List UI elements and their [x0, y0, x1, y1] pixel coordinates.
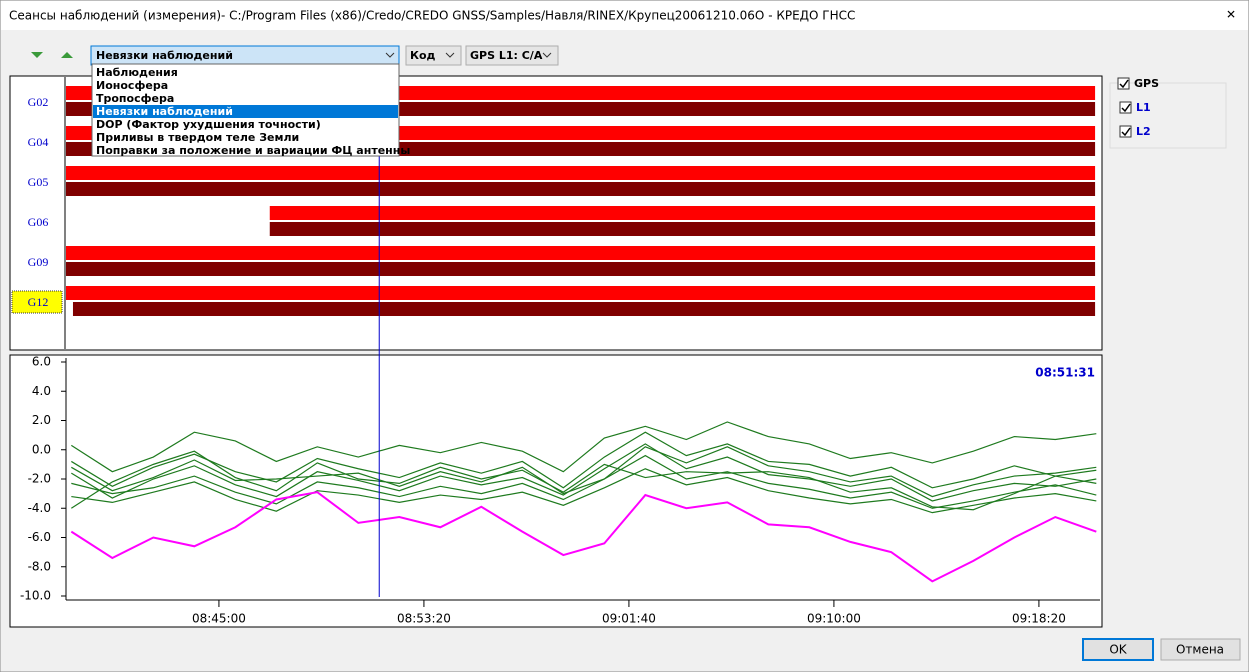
- dropdown-option[interactable]: Невязки наблюдений: [96, 105, 233, 118]
- y-tick-label: -4.0: [28, 501, 51, 515]
- series-line: [71, 454, 1097, 509]
- option-highlight: [93, 105, 398, 118]
- x-tick-label: 08:45:00: [192, 612, 246, 626]
- signal-bar: [269, 222, 1096, 236]
- dropdown-option[interactable]: DOP (Фактор ухудшения точности): [96, 118, 321, 131]
- satellite-label: G06: [28, 215, 49, 229]
- signal-bar: [66, 246, 1096, 260]
- series-line: [71, 446, 1097, 498]
- legend-group: [1109, 82, 1227, 149]
- combo-arrow: [542, 52, 552, 58]
- signal-bar: [72, 302, 1096, 316]
- cursor-time: 08:51:31: [1035, 366, 1095, 380]
- satellite-label: G02: [28, 95, 49, 109]
- satellite-label: G04: [28, 135, 49, 149]
- signal-bar: [66, 262, 1096, 276]
- combo-arrow: [385, 52, 395, 58]
- cancel-label: Отмена: [1176, 643, 1224, 657]
- combo-arrow: [445, 52, 455, 58]
- x-tick-label: 09:18:20: [1012, 612, 1066, 626]
- close-button[interactable]: ✕: [1226, 8, 1236, 22]
- series-line: [71, 421, 1097, 473]
- dropdown-option[interactable]: Наблюдения: [96, 66, 178, 79]
- y-tick-label: -8.0: [28, 559, 51, 573]
- ok-label: OK: [1109, 643, 1127, 657]
- legend-group-label: GPS: [1134, 77, 1159, 90]
- x-tick-label: 09:10:00: [807, 612, 861, 626]
- y-tick-label: 4.0: [32, 384, 51, 398]
- signal-bar: [66, 182, 1096, 196]
- signal-combo[interactable]: [465, 45, 559, 66]
- legend-item: L2: [1136, 125, 1151, 138]
- signal-bar: [66, 166, 1096, 180]
- checkbox: [1119, 125, 1132, 138]
- satellite-highlight: [11, 290, 63, 314]
- check-mark: [1119, 79, 1129, 89]
- y-tick-label: 0.0: [32, 442, 51, 456]
- satellite-label: G05: [28, 175, 49, 189]
- mode-combo-value: Невязки наблюдений: [96, 49, 233, 62]
- window-title: Сеансы наблюдений (измерения)- C:/Progra…: [9, 9, 855, 23]
- move-up-button[interactable]: [61, 52, 73, 58]
- code-combo-value: Код: [410, 49, 436, 62]
- legend-item: L1: [1136, 101, 1151, 114]
- x-tick-label: 09:01:40: [602, 612, 656, 626]
- series-line: [71, 443, 1097, 502]
- y-tick-label: -10.0: [20, 589, 51, 603]
- y-tick-label: -2.0: [28, 472, 51, 486]
- y-tick-label: 2.0: [32, 413, 51, 427]
- y-tick-label: -6.0: [28, 530, 51, 544]
- series-line: [71, 468, 1097, 514]
- checkbox: [1117, 77, 1130, 90]
- signal-bar: [269, 206, 1096, 220]
- cancel-button[interactable]: [1160, 638, 1241, 661]
- dropdown-option[interactable]: Приливы в твердом теле Земли: [96, 131, 299, 144]
- x-tick-label: 08:53:20: [397, 612, 451, 626]
- code-combo[interactable]: [405, 45, 462, 66]
- signal-combo-value: GPS L1: C/A: [470, 49, 543, 62]
- check-mark: [1121, 127, 1131, 137]
- ok-button[interactable]: [1082, 638, 1154, 661]
- move-down-button[interactable]: [31, 52, 43, 58]
- series-line: [70, 491, 1097, 583]
- title-bar: [1, 1, 1248, 30]
- dropdown-option[interactable]: Поправки за положение и вариации ФЦ анте…: [96, 144, 410, 157]
- satellite-label: G12: [28, 295, 49, 309]
- y-tick-label: 6.0: [32, 355, 51, 369]
- satellite-label: G09: [28, 255, 49, 269]
- dropdown-option[interactable]: Тропосфера: [96, 92, 174, 105]
- chart-panel: [9, 354, 1103, 628]
- dropdown-option[interactable]: Ионосфера: [96, 79, 168, 92]
- series-line: [71, 431, 1097, 489]
- check-mark: [1121, 103, 1131, 113]
- checkbox: [1119, 101, 1132, 114]
- signal-bar: [66, 286, 1096, 300]
